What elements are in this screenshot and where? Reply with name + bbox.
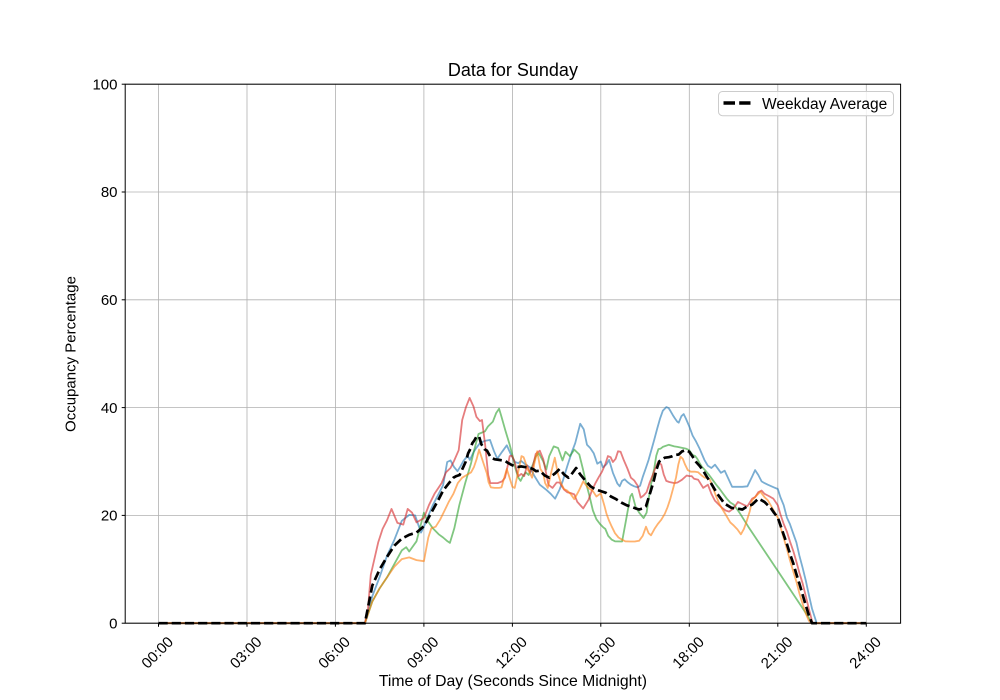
svg-text:20: 20	[101, 508, 118, 525]
svg-text:Time of Day (Seconds Since Mid: Time of Day (Seconds Since Midnight)	[379, 673, 647, 690]
svg-text:40: 40	[101, 400, 118, 417]
svg-text:100: 100	[92, 76, 117, 93]
svg-text:0: 0	[109, 615, 117, 632]
svg-text:Data for Sunday: Data for Sunday	[448, 60, 578, 80]
svg-text:Occupancy Percentage: Occupancy Percentage	[63, 276, 80, 432]
svg-text:80: 80	[101, 184, 118, 201]
svg-text:60: 60	[101, 292, 118, 309]
svg-text:Weekday Average: Weekday Average	[762, 96, 887, 113]
